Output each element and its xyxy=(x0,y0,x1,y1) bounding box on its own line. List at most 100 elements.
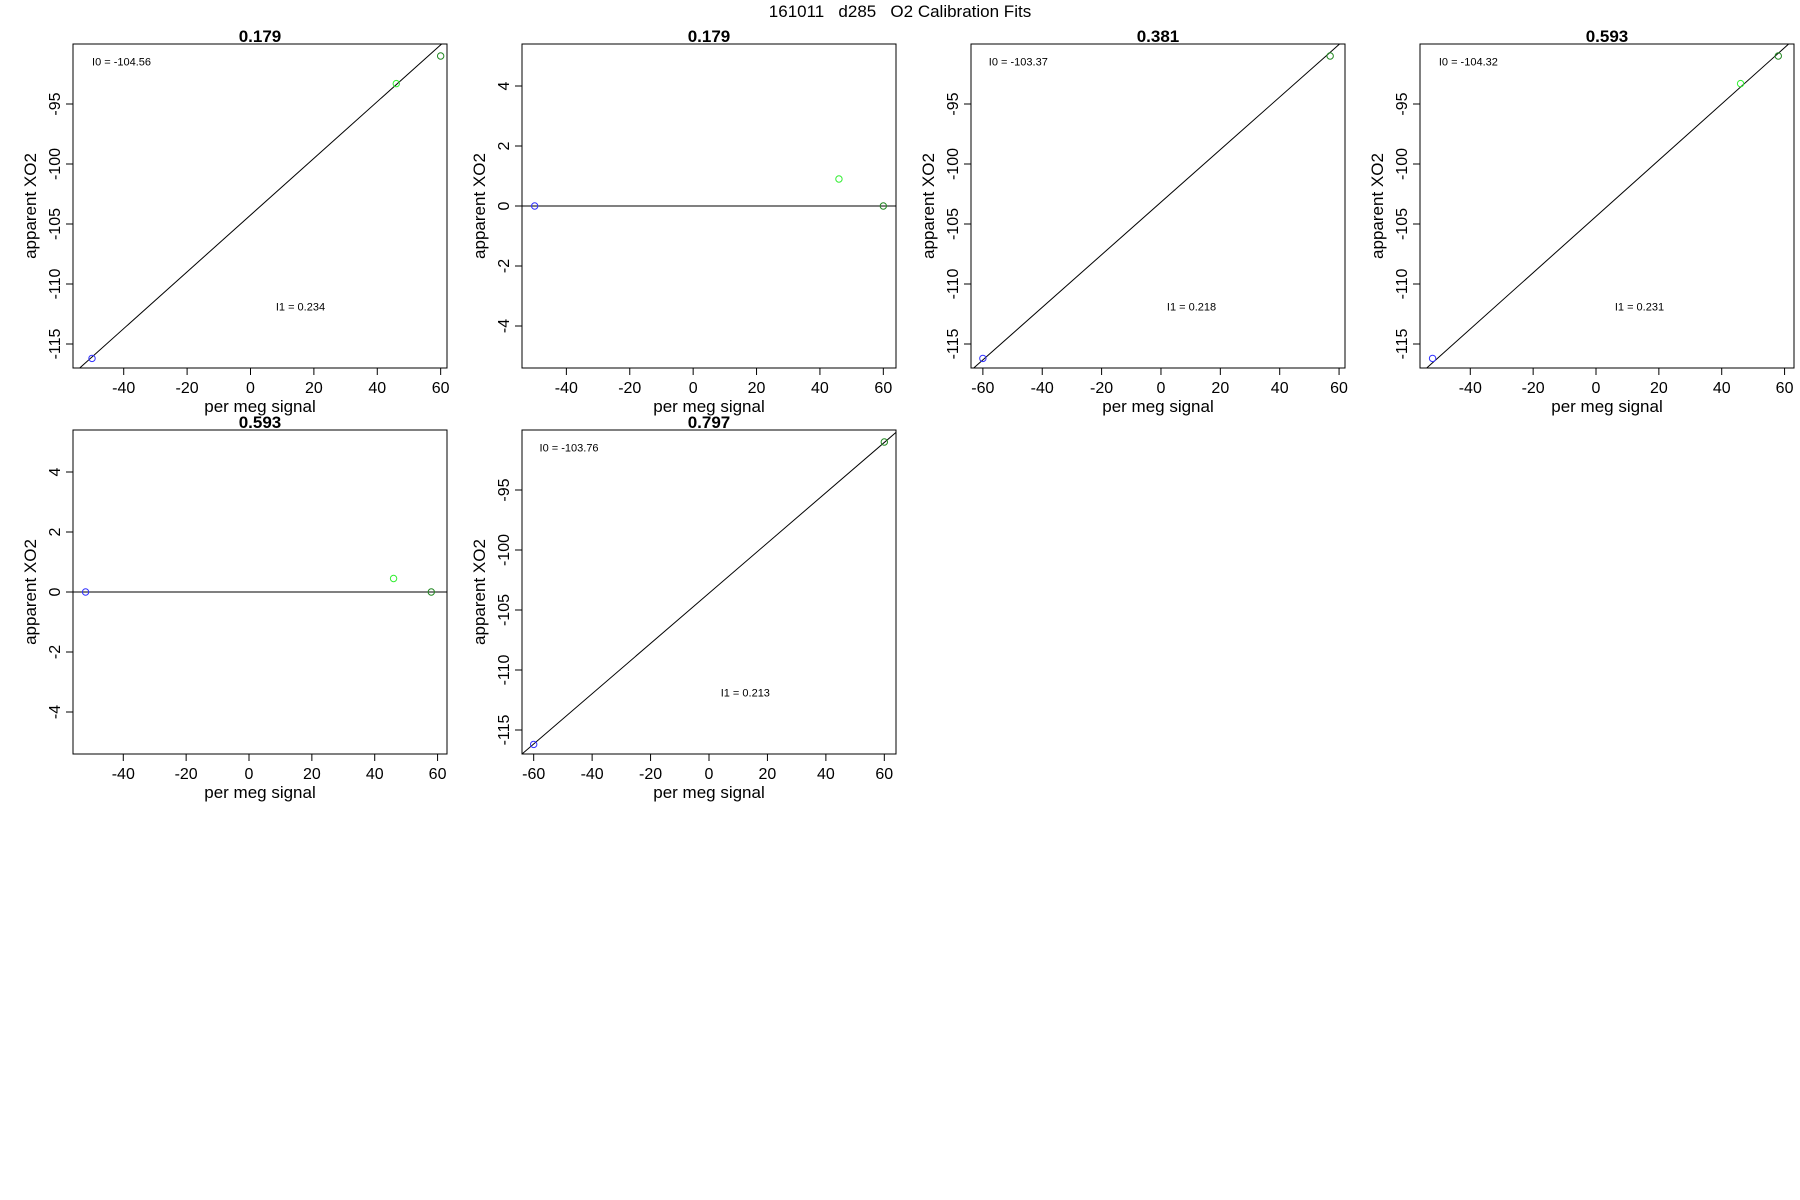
x-axis-label: per meg signal xyxy=(653,397,765,416)
data-point xyxy=(88,354,96,363)
data-point xyxy=(1326,52,1334,60)
x-tick-label: 40 xyxy=(1271,380,1289,397)
y-tick-label: 2 xyxy=(47,527,64,536)
chart-panel-3: 0.381 -60 -40 -20 0 20 40 60 -115 -110 -105 -100 -95… xyxy=(919,27,1348,416)
y-tick-label: -95 xyxy=(1394,92,1411,115)
x-tick-label: 20 xyxy=(305,380,323,397)
x-tick-label: 0 xyxy=(705,766,714,783)
x-tick-label: -20 xyxy=(1522,380,1545,397)
y-tick-label: -105 xyxy=(496,594,513,626)
x-tick-label: 40 xyxy=(811,380,829,397)
fit-annotation: I0 = -104.32 xyxy=(1439,57,1498,69)
x-tick-label: 60 xyxy=(432,380,450,397)
plot-frame xyxy=(970,43,1346,369)
x-axis-label: per meg signal xyxy=(204,397,316,416)
y-tick-label: 4 xyxy=(47,467,64,476)
x-tick-label: 20 xyxy=(1211,380,1229,397)
x-tick-label: -40 xyxy=(1031,380,1054,397)
fit-annotation: I0 = -103.37 xyxy=(989,57,1048,69)
chart-title: 0.593 xyxy=(239,413,282,432)
x-axis-label: per meg signal xyxy=(1551,397,1663,416)
fit-annotation: I0 = -103.76 xyxy=(540,443,599,455)
y-axis-label: apparent XO2 xyxy=(21,539,40,645)
data-point xyxy=(979,354,987,363)
fit-annotation: I1 = 0.234 xyxy=(276,301,325,313)
y-tick-label: 0 xyxy=(47,587,64,596)
y-tick-label: -2 xyxy=(47,645,64,659)
x-tick-label: -40 xyxy=(581,766,604,783)
x-tick-label: 0 xyxy=(245,766,254,783)
data-point xyxy=(427,588,435,596)
x-tick-label: 40 xyxy=(366,766,384,783)
fit-annotation: I1 = 0.218 xyxy=(1167,301,1216,313)
x-tick-label: 60 xyxy=(1776,380,1794,397)
data-point xyxy=(1774,52,1782,60)
y-tick-label: -4 xyxy=(496,319,513,333)
x-tick-label: 40 xyxy=(1713,380,1731,397)
x-tick-label: -20 xyxy=(618,380,641,397)
y-tick-label: -100 xyxy=(496,534,513,566)
x-tick-label: 20 xyxy=(303,766,321,783)
y-tick-label: -95 xyxy=(47,92,64,115)
x-tick-label: -40 xyxy=(112,380,135,397)
x-tick-label: 0 xyxy=(1157,380,1166,397)
data-point xyxy=(392,79,400,88)
x-tick-label: 40 xyxy=(817,766,835,783)
fit-line xyxy=(522,432,896,754)
y-tick-label: -100 xyxy=(945,148,962,180)
y-tick-label: -110 xyxy=(1394,268,1411,299)
y-tick-label: 2 xyxy=(496,141,513,150)
x-axis-label: per meg signal xyxy=(1102,397,1214,416)
data-point xyxy=(1428,354,1437,363)
data-point xyxy=(436,52,445,60)
x-tick-label: -60 xyxy=(971,380,994,397)
fit-line xyxy=(78,44,443,368)
x-tick-label: 60 xyxy=(875,766,893,783)
chart-title: 0.179 xyxy=(239,27,282,46)
data-point xyxy=(529,740,538,749)
y-tick-label: -110 xyxy=(945,268,962,299)
x-tick-label: -20 xyxy=(639,766,662,783)
y-tick-label: -115 xyxy=(1394,328,1411,359)
data-point xyxy=(81,588,90,596)
fit-line xyxy=(1425,44,1790,368)
data-point xyxy=(1736,79,1745,88)
y-axis-label: apparent XO2 xyxy=(21,153,40,259)
data-point xyxy=(879,202,888,210)
chart-panel-4: 0.593 -40 -20 0 20 40 60 -115 -110 -105 -100 -95 per… xyxy=(1368,27,1795,416)
data-point xyxy=(389,574,398,583)
y-tick-label: -115 xyxy=(47,328,64,359)
x-tick-label: 60 xyxy=(874,380,892,397)
chart-panel-6: 0.797 -60 -40 -20 0 20 40 60 -115 -110 -105 -100 -95… xyxy=(470,413,897,802)
x-tick-label: -40 xyxy=(112,766,135,783)
y-tick-label: -105 xyxy=(47,208,64,240)
x-tick-label: -20 xyxy=(175,766,198,783)
fit-annotation: I1 = 0.213 xyxy=(721,687,770,699)
y-tick-label: 4 xyxy=(496,81,513,90)
data-point xyxy=(835,175,843,183)
x-tick-label: -20 xyxy=(176,380,199,397)
chart-panel-1: 0.179 -40 -20 0 20 40 60 -115 -110 -105 -100 -95 per… xyxy=(21,27,450,416)
x-tick-label: 20 xyxy=(1650,380,1668,397)
page-title: 161011 d285 O2 Calibration Fits xyxy=(768,2,1032,21)
x-tick-label: -60 xyxy=(522,766,545,783)
plot-frame xyxy=(1419,43,1795,369)
fit-annotation: I0 = -104.56 xyxy=(92,57,151,69)
y-tick-label: -95 xyxy=(496,478,513,501)
plot-frame xyxy=(72,43,448,369)
y-axis-label: apparent XO2 xyxy=(470,153,489,259)
x-tick-label: 60 xyxy=(1330,380,1348,397)
y-tick-label: -105 xyxy=(1394,208,1411,240)
x-tick-label: -40 xyxy=(555,380,578,397)
y-axis-label: apparent XO2 xyxy=(919,153,938,259)
y-tick-label: -4 xyxy=(47,705,64,719)
y-tick-label: 0 xyxy=(496,201,513,210)
chart-title: 0.797 xyxy=(688,413,731,432)
y-tick-label: -105 xyxy=(945,208,962,240)
y-tick-label: -115 xyxy=(945,328,962,359)
x-tick-label: 20 xyxy=(759,766,777,783)
y-tick-label: -100 xyxy=(47,148,64,180)
chart-title: 0.593 xyxy=(1586,27,1629,46)
y-tick-label: -95 xyxy=(945,92,962,115)
